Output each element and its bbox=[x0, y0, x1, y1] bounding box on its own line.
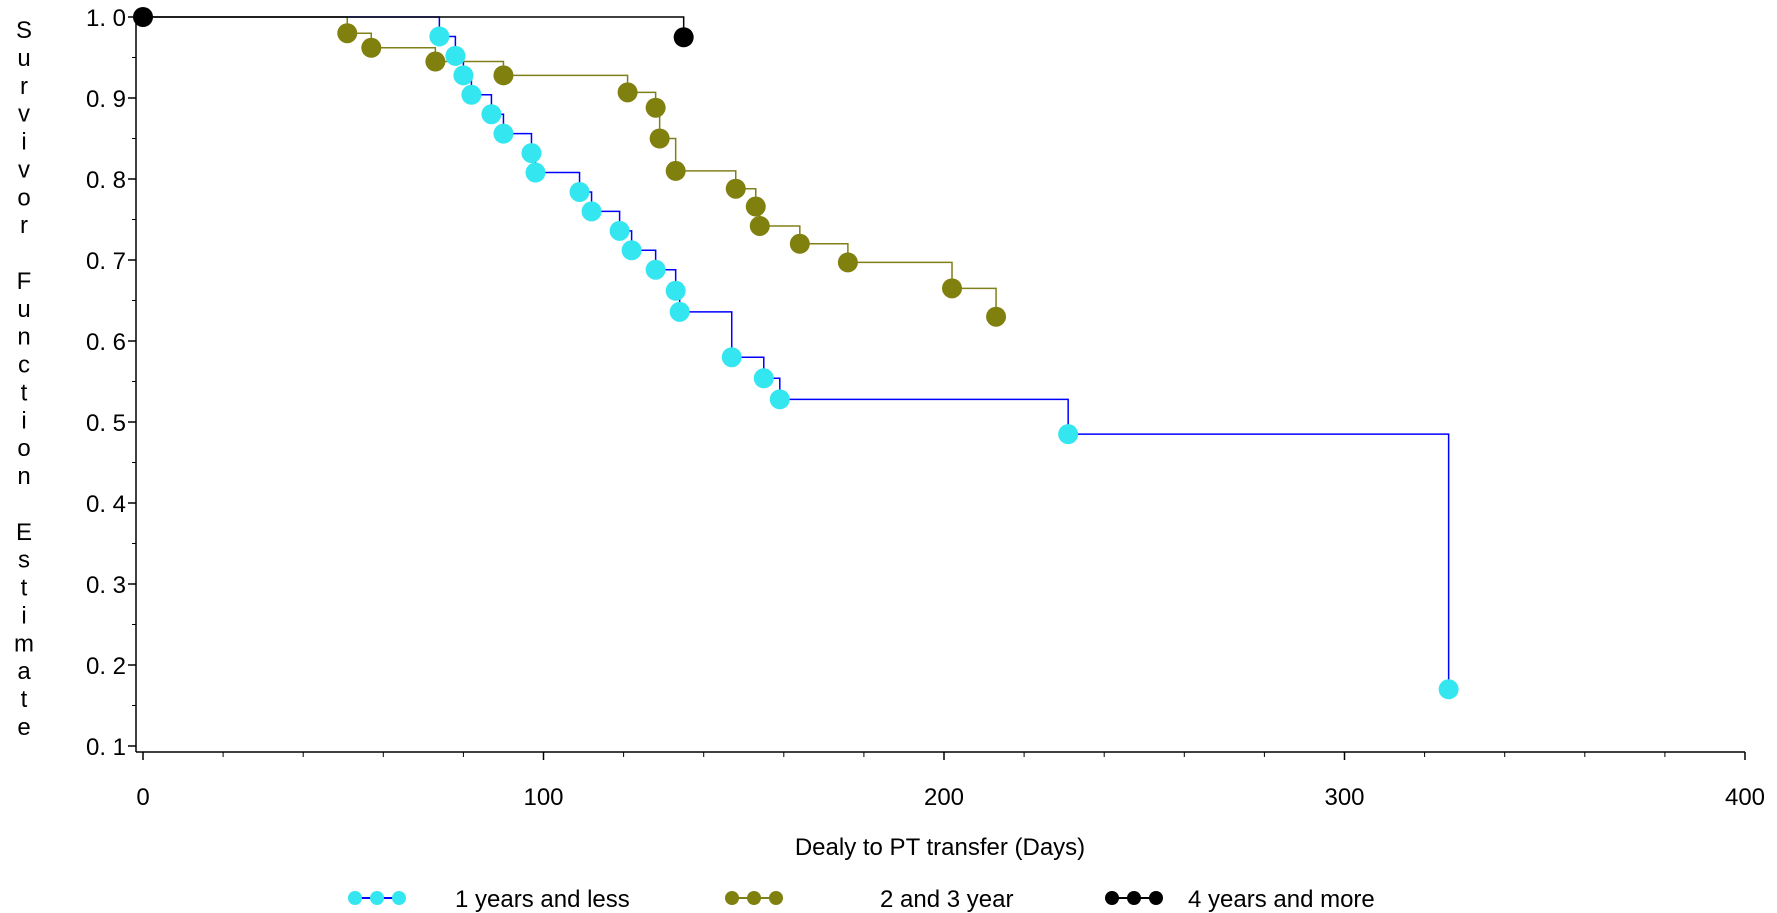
data-point bbox=[617, 82, 638, 103]
y-tick-label: 0. 3 bbox=[86, 572, 126, 599]
series-line bbox=[143, 16, 997, 317]
data-point bbox=[453, 65, 474, 86]
y-tick-label: 0. 9 bbox=[86, 86, 126, 113]
data-point bbox=[749, 215, 770, 236]
y-tick-label: 0. 7 bbox=[86, 248, 126, 275]
series-markers bbox=[133, 7, 1459, 700]
data-point bbox=[942, 278, 963, 299]
legend-marker-1yr-c bbox=[392, 891, 406, 905]
x-axis-ticks: 0 100 200 300 400 bbox=[136, 752, 1765, 811]
series-line bbox=[143, 16, 685, 38]
y-tick-label: 0. 6 bbox=[86, 329, 126, 356]
data-point bbox=[769, 389, 790, 410]
x-tick-label: 400 bbox=[1725, 784, 1765, 811]
legend-marker-4yr-b bbox=[1127, 891, 1141, 905]
legend: 1 years and less 2 and 3 year 4 years an… bbox=[348, 886, 1375, 913]
legend-label-4yr: 4 years and more bbox=[1188, 886, 1375, 913]
data-point bbox=[986, 306, 1007, 327]
y-tick-label: 1. 0 bbox=[86, 5, 126, 32]
data-point bbox=[721, 347, 742, 368]
legend-marker-2-3yr-b bbox=[747, 891, 761, 905]
data-point bbox=[645, 97, 666, 118]
x-tick-label: 100 bbox=[523, 784, 563, 811]
legend-item-4yr: 4 years and more bbox=[1105, 886, 1375, 913]
data-point bbox=[425, 51, 446, 72]
data-point bbox=[521, 143, 542, 164]
data-point bbox=[461, 84, 482, 105]
data-point bbox=[569, 181, 590, 202]
legend-label-2-3yr: 2 and 3 year bbox=[880, 886, 1013, 913]
data-point bbox=[745, 196, 766, 217]
data-point bbox=[429, 26, 450, 47]
legend-marker-2-3yr-c bbox=[769, 891, 783, 905]
data-point bbox=[621, 240, 642, 261]
legend-marker-1yr-a bbox=[348, 891, 362, 905]
legend-label-1yr: 1 years and less bbox=[455, 886, 630, 913]
data-point bbox=[1438, 679, 1459, 700]
y-tick-label: 0. 2 bbox=[86, 653, 126, 680]
data-point bbox=[493, 65, 514, 86]
data-point bbox=[673, 27, 694, 48]
data-point bbox=[609, 220, 630, 241]
x-tick-label: 0 bbox=[136, 784, 149, 811]
y-tick-label: 0. 4 bbox=[86, 491, 126, 518]
x-tick-label: 300 bbox=[1324, 784, 1364, 811]
data-point bbox=[665, 160, 686, 181]
data-point bbox=[525, 162, 546, 183]
series-lines bbox=[143, 16, 1450, 690]
y-axis-ticks: 0. 1 0. 2 0. 3 0. 4 0. 5 0. 6 0. 7 0. 8 0. 9 1. 0 bbox=[86, 5, 136, 761]
data-point bbox=[789, 233, 810, 254]
y-tick-label: 0. 8 bbox=[86, 167, 126, 194]
data-point bbox=[493, 123, 514, 144]
data-point bbox=[481, 104, 502, 125]
x-axis-title: Dealy to PT transfer (Days) bbox=[795, 834, 1085, 861]
y-tick-label: 0. 1 bbox=[86, 734, 126, 761]
legend-marker-4yr-a bbox=[1105, 891, 1119, 905]
data-point bbox=[133, 7, 153, 27]
legend-item-1yr: 1 years and less bbox=[348, 886, 630, 913]
data-point bbox=[753, 368, 774, 389]
data-point bbox=[649, 128, 670, 149]
data-point bbox=[669, 301, 690, 322]
legend-item-2-3yr: 2 and 3 year bbox=[725, 886, 1013, 913]
data-point bbox=[725, 178, 746, 199]
legend-marker-1yr-b bbox=[370, 891, 384, 905]
data-point bbox=[337, 23, 358, 44]
data-point bbox=[1058, 424, 1079, 445]
data-point bbox=[645, 259, 666, 280]
x-tick-label: 200 bbox=[924, 784, 964, 811]
legend-marker-2-3yr-a bbox=[725, 891, 739, 905]
data-point bbox=[581, 201, 602, 222]
data-point bbox=[837, 252, 858, 273]
y-tick-label: 0. 5 bbox=[86, 410, 126, 437]
series-line bbox=[143, 16, 1450, 690]
legend-marker-4yr-c bbox=[1149, 891, 1163, 905]
data-point bbox=[665, 280, 686, 301]
data-point bbox=[445, 45, 466, 66]
data-point bbox=[361, 37, 382, 58]
